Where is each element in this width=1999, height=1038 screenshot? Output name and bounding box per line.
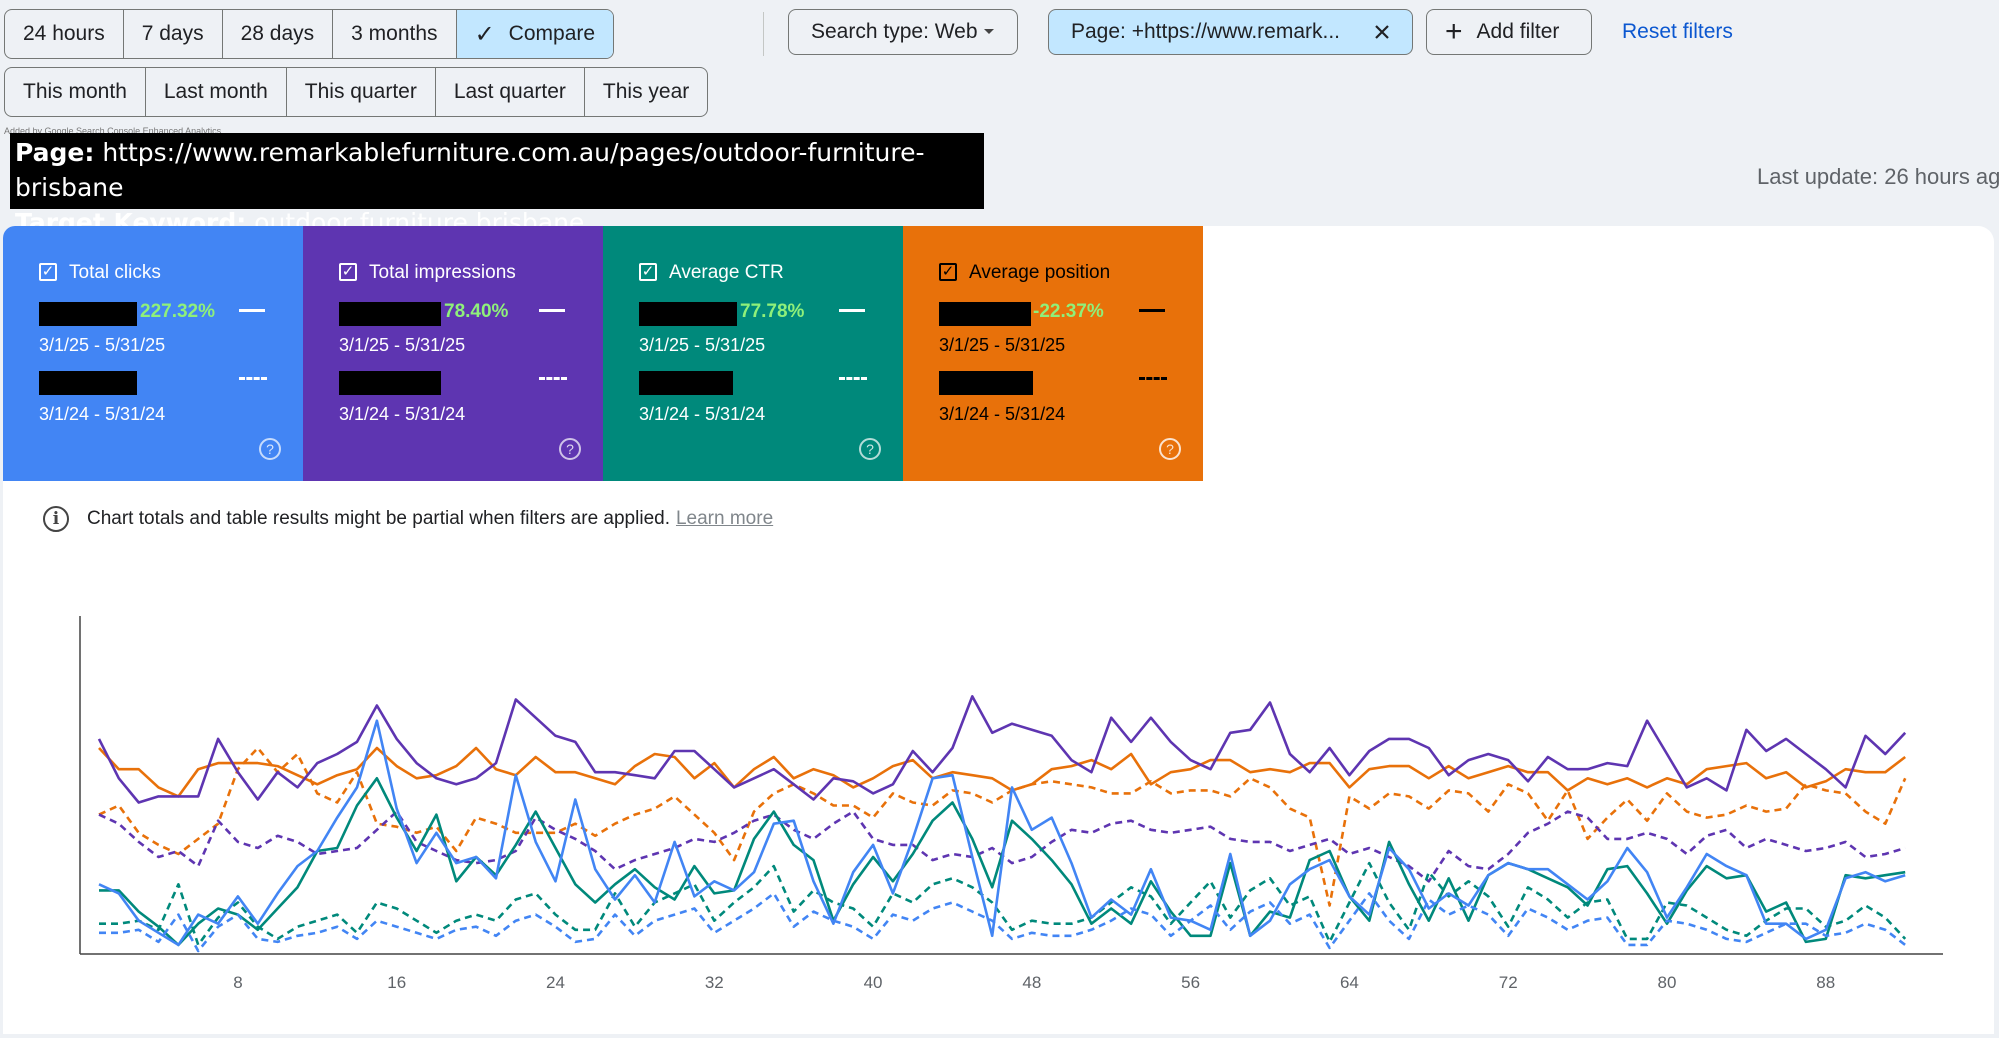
dashed-line-legend-icon (1139, 377, 1167, 380)
metric-range-current: 3/1/25 - 5/31/25 (639, 335, 766, 355)
checkbox-icon[interactable]: ✓ (339, 263, 357, 281)
performance-chart[interactable]: 8 16 24 32 40 48 56 64 72 80 88 (3, 226, 1994, 1034)
last-update-text: Last update: 26 hours ag (1757, 164, 1999, 189)
reset-filters-link[interactable]: Reset filters (1622, 20, 1733, 43)
series-layer (97, 695, 1907, 953)
x-tick-label: 40 (864, 973, 883, 992)
extension-note: Added by Google Search Console Enhanced … (4, 126, 222, 136)
x-tick-label: 88 (1816, 973, 1835, 992)
redacted-value (339, 371, 441, 395)
info-icon: i (43, 506, 69, 532)
range-24-hours[interactable]: 24 hours (5, 10, 124, 58)
x-tick-label: 56 (1181, 973, 1200, 992)
metric-card-average-ctr[interactable]: ✓ Average CTR 77.78% 3/1/25 - 5/31/25 3/… (603, 226, 903, 481)
metric-title: Total clicks (69, 262, 161, 283)
metric-change: -22.37% (1033, 301, 1104, 322)
performance-panel: ✓ Total clicks 227.32% 3/1/25 - 5/31/25 … (3, 226, 1994, 1034)
notice-text: Chart totals and table results might be … (87, 508, 670, 529)
metric-change: 77.78% (740, 301, 805, 322)
redacted-value (939, 302, 1031, 326)
metric-card-total-impressions[interactable]: ✓ Total impressions 78.40% 3/1/25 - 5/31… (303, 226, 603, 481)
metric-range-previous: 3/1/24 - 5/31/24 (939, 404, 1066, 424)
metric-range-previous: 3/1/24 - 5/31/24 (639, 404, 766, 424)
search-type-dropdown[interactable]: Search type: Web (788, 9, 1018, 55)
period-last-quarter[interactable]: Last quarter (436, 68, 585, 116)
help-icon[interactable]: ? (1159, 438, 1181, 460)
dashed-line-legend-icon (539, 377, 567, 380)
period-group: This month Last month This quarter Last … (4, 67, 709, 117)
period-this-year[interactable]: This year (602, 80, 690, 103)
metric-range-current: 3/1/25 - 5/31/25 (939, 335, 1066, 355)
plus-icon: + (1445, 15, 1463, 48)
solid-line-legend-icon (1139, 309, 1165, 312)
metric-title: Total impressions (369, 262, 516, 283)
x-tick-layer: 8 16 24 32 40 48 56 64 72 80 88 (233, 973, 1835, 992)
date-range-group: 24 hours 7 days 28 days 3 months ✓ Compa… (4, 9, 615, 59)
metric-card-total-clicks[interactable]: ✓ Total clicks 227.32% 3/1/25 - 5/31/25 … (3, 226, 303, 481)
metric-range-current: 3/1/25 - 5/31/25 (339, 335, 466, 355)
redacted-value (39, 302, 137, 326)
x-tick-label: 8 (233, 973, 242, 992)
page-filter-label: Page: +https://www.remark... (1071, 20, 1341, 43)
x-tick-label: 48 (1022, 973, 1041, 992)
period-this-quarter[interactable]: This quarter (287, 68, 436, 116)
x-tick-label: 16 (387, 973, 406, 992)
x-tick-label: 64 (1340, 973, 1359, 992)
solid-line-legend-icon (539, 309, 565, 312)
solid-line-legend-icon (239, 309, 265, 312)
redacted-value (639, 302, 737, 326)
metric-range-previous: 3/1/24 - 5/31/24 (39, 404, 166, 424)
redacted-value (39, 371, 137, 395)
metric-range-current: 3/1/25 - 5/31/25 (39, 335, 166, 355)
redacted-value (639, 371, 733, 395)
series-line-7 (99, 892, 1906, 953)
metric-card-average-position[interactable]: ✓ Average position -22.37% 3/1/25 - 5/31… (903, 226, 1203, 481)
search-type-label: Search type: Web (811, 20, 978, 43)
checkbox-icon[interactable]: ✓ (639, 263, 657, 281)
check-icon: ✓ (474, 20, 495, 48)
help-icon[interactable]: ? (859, 438, 881, 460)
solid-line-legend-icon (839, 309, 865, 312)
period-this-month[interactable]: This month (5, 68, 146, 116)
x-tick-label: 80 (1658, 973, 1677, 992)
range-28-days[interactable]: 28 days (223, 10, 334, 58)
close-icon[interactable] (1374, 24, 1390, 40)
metric-title: Average CTR (669, 262, 784, 283)
banner-page-line: Page: https://www.remarkablefurniture.co… (15, 135, 979, 205)
range-7-days[interactable]: 7 days (124, 10, 223, 58)
compare-label: Compare (508, 22, 596, 45)
x-tick-label: 24 (546, 973, 565, 992)
help-icon[interactable]: ? (559, 438, 581, 460)
page-filter-chip[interactable]: Page: +https://www.remark... (1048, 9, 1413, 55)
range-3-months[interactable]: 3 months (333, 10, 457, 58)
toolbar-divider (763, 12, 764, 56)
redacted-value (339, 302, 441, 326)
x-tick-label: 72 (1499, 973, 1518, 992)
dashed-line-legend-icon (239, 377, 267, 380)
checkbox-icon[interactable]: ✓ (939, 263, 957, 281)
checkbox-icon[interactable]: ✓ (39, 263, 57, 281)
partial-results-notice: i Chart totals and table results might b… (43, 506, 773, 532)
compare-button[interactable]: ✓ Compare (456, 10, 614, 58)
dashed-line-legend-icon (839, 377, 867, 380)
redacted-value (939, 371, 1033, 395)
series-line-2 (97, 695, 1907, 804)
metric-change: 78.40% (444, 301, 509, 322)
add-filter-label: Add filter (1476, 20, 1560, 43)
metric-range-previous: 3/1/24 - 5/31/24 (339, 404, 466, 424)
series-line-6 (98, 719, 1906, 947)
add-filter-button[interactable]: + Add filter (1426, 9, 1592, 55)
page-keyword-banner: Page: https://www.remarkablefurniture.co… (10, 133, 984, 237)
help-icon[interactable]: ? (259, 438, 281, 460)
metric-change: 227.32% (140, 301, 216, 322)
period-last-month[interactable]: Last month (146, 68, 287, 116)
x-tick-label: 32 (705, 973, 724, 992)
learn-more-link[interactable]: Learn more (675, 508, 774, 529)
series-line-0 (98, 746, 1906, 798)
series-line-1 (98, 746, 1907, 907)
banner-page-label: Page: (15, 138, 95, 167)
dropdown-arrow-icon (984, 29, 994, 34)
banner-page-value: https://www.remarkablefurniture.com.au/p… (15, 138, 925, 202)
metric-title: Average position (969, 262, 1111, 283)
